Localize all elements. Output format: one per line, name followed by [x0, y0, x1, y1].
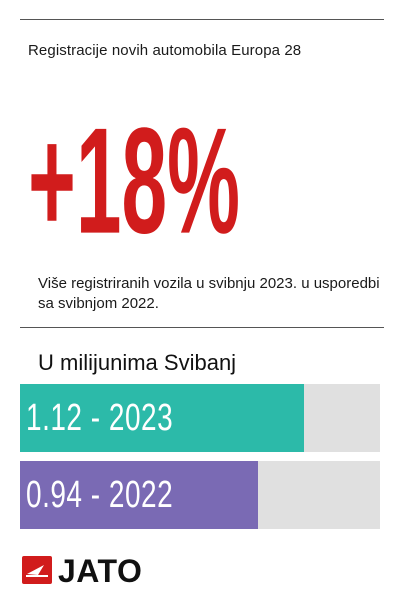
bar-2022: 0.94 - 2022 — [20, 461, 258, 529]
bar-track-2022: 0.94 - 2022 — [20, 461, 380, 529]
headline-percentage-text: +18% — [28, 98, 240, 236]
middle-divider — [20, 327, 384, 328]
bar-label-2022: 0.94 - 2022 — [26, 473, 174, 516]
top-divider — [20, 19, 384, 20]
bar-track-2023: 1.12 - 2023 — [20, 384, 380, 452]
infographic-subtitle: Registracije novih automobila Europa 28 — [28, 42, 302, 59]
bar-2023: 1.12 - 2023 — [20, 384, 304, 452]
chart-title: U milijunima Svibanj — [38, 350, 237, 375]
jato-logo-text: JATO — [58, 553, 143, 589]
jato-logo-icon — [22, 556, 52, 584]
headline-percentage: +18% — [28, 76, 248, 236]
description-text: Više registriranih vozila u svibnju 2023… — [38, 275, 380, 312]
bar-label-2023: 1.12 - 2023 — [26, 396, 174, 439]
